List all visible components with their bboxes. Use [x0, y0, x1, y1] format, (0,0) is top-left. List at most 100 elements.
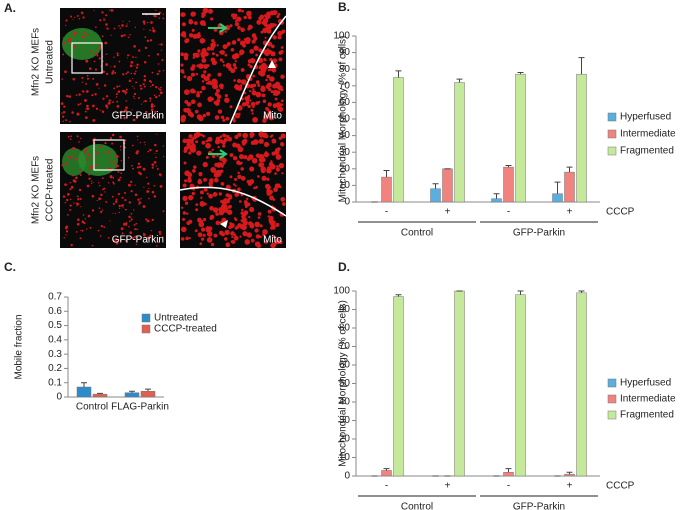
- arrowhead: [268, 60, 276, 68]
- mito-dot: [224, 30, 227, 33]
- mito-dot: [262, 95, 265, 98]
- mito-dot: [217, 162, 223, 168]
- mito-dot: [68, 95, 71, 98]
- legend-label: Fragmented: [620, 146, 674, 157]
- mito-dot: [113, 87, 115, 90]
- mito-dot: [69, 54, 71, 57]
- mito-dot: [202, 233, 206, 237]
- mito-dot: [182, 183, 187, 188]
- mito-dot: [155, 165, 157, 167]
- mito-dot: [219, 49, 225, 55]
- mito-dot: [273, 187, 278, 192]
- bar: [515, 294, 526, 477]
- mito-dot: [255, 234, 261, 239]
- y-axis-label: Mitochondrial Morphology (% of cells): [338, 300, 349, 467]
- arrowhead: [220, 220, 228, 228]
- mito-dot: [191, 191, 195, 196]
- mito-dot: [132, 167, 135, 170]
- mito-dot: [195, 203, 199, 206]
- mito-dot: [212, 83, 218, 90]
- legend-swatch: [607, 394, 617, 404]
- mito-dot: [222, 64, 226, 67]
- mito-dot: [95, 107, 99, 111]
- mito-dot: [258, 162, 264, 168]
- mito-dot: [150, 108, 154, 112]
- mito-dot: [249, 207, 255, 213]
- mito-dot: [181, 226, 187, 233]
- mito-dot: [200, 196, 203, 199]
- mito-dot: [186, 75, 193, 82]
- mito-dot: [225, 116, 230, 121]
- mito-dot: [268, 114, 275, 121]
- mito-dot: [262, 64, 268, 70]
- mito-dot: [136, 135, 139, 138]
- bar: [503, 166, 514, 203]
- mito-dot: [134, 65, 136, 67]
- y-tick-label: 0.6: [48, 306, 62, 317]
- mito-dot: [190, 11, 196, 17]
- mito-dot: [138, 201, 142, 204]
- mito-dot: [229, 24, 233, 28]
- mito-dot: [215, 53, 219, 57]
- mito-dot: [85, 82, 87, 85]
- mito-dot: [99, 145, 102, 148]
- mito-dot: [93, 60, 96, 63]
- mito-dot: [125, 222, 128, 225]
- mito-dot: [215, 220, 221, 226]
- mito-dot: [249, 134, 254, 138]
- mito-dot: [149, 116, 152, 118]
- mito-dot: [101, 209, 104, 211]
- mito-dot: [219, 230, 224, 236]
- mito-dot: [128, 79, 132, 83]
- y-tick-label: 60: [339, 360, 351, 371]
- mito-dot: [143, 78, 147, 82]
- y-tick-label: 80: [339, 323, 351, 334]
- mito-dot: [237, 8, 242, 13]
- mito-dot: [99, 109, 101, 111]
- mito-dot: [119, 110, 123, 114]
- mito-dot: [134, 26, 137, 28]
- x-tick-label: -: [385, 481, 388, 492]
- mito-dot: [200, 133, 204, 137]
- mito-dot: [275, 183, 281, 188]
- mito-dot: [66, 41, 68, 43]
- mito-dot: [82, 16, 85, 19]
- mito-dot: [240, 219, 244, 223]
- mito-dot: [118, 204, 121, 208]
- mito-dot: [160, 49, 163, 51]
- mito-dot: [156, 168, 159, 170]
- mito-dot: [275, 222, 280, 227]
- error-bar: [517, 290, 524, 295]
- y-tick-label: 50: [339, 114, 351, 125]
- mito-dot: [211, 148, 214, 151]
- mito-dot: [103, 84, 107, 87]
- mito-dot: [132, 85, 134, 87]
- mito-dot: [241, 224, 247, 231]
- mito-dot: [205, 142, 211, 149]
- mito-dot: [112, 177, 115, 179]
- mito-dot: [61, 78, 63, 80]
- mito-dot: [84, 99, 87, 102]
- mito-dot: [153, 195, 157, 198]
- mito-dot: [198, 179, 202, 183]
- mito-dot: [202, 134, 205, 138]
- legend-swatch: [607, 146, 617, 156]
- mito-dot: [129, 64, 133, 68]
- mito-dot: [61, 164, 64, 167]
- mito-dot: [205, 82, 209, 85]
- mito-dot: [224, 229, 230, 235]
- mito-dot: [119, 145, 122, 148]
- mito-dot: [193, 165, 197, 169]
- mito-dot: [112, 101, 115, 104]
- mito-dot: [271, 67, 277, 73]
- x-tick-label: +: [567, 481, 573, 492]
- y-tick-label: 20: [339, 163, 351, 174]
- mito-dot: [203, 177, 207, 182]
- mito-dot: [114, 212, 117, 214]
- mito-dot: [153, 161, 157, 164]
- mito-dot: [213, 41, 216, 44]
- mito-dot: [272, 198, 276, 201]
- mito-dot: [76, 195, 79, 198]
- mito-dot: [75, 94, 78, 96]
- mito-dot: [281, 172, 284, 175]
